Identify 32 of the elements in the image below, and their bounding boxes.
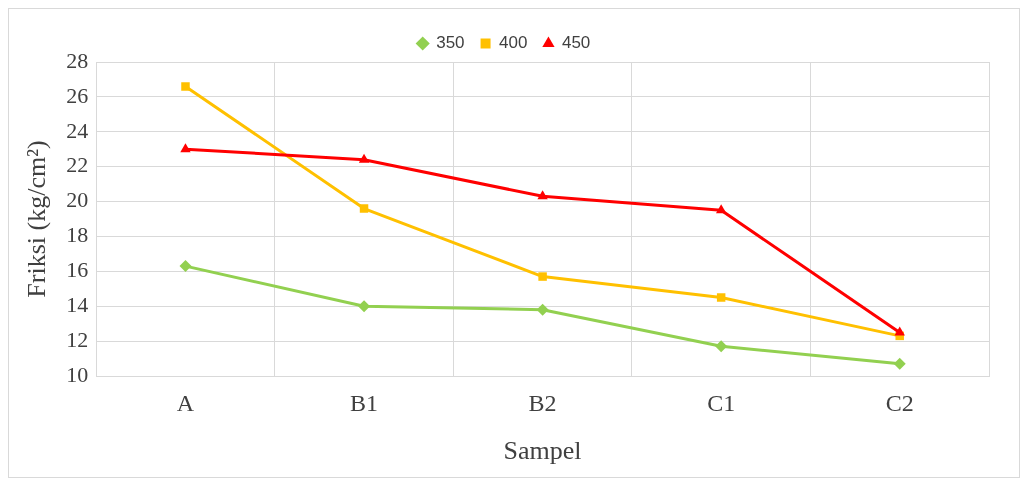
point — [715, 204, 727, 214]
y-tick-label: 28 — [66, 47, 89, 73]
y-tick-label: 14 — [66, 292, 89, 317]
y-tick-label: 20 — [66, 187, 89, 213]
y-tick-label: 22 — [66, 152, 89, 178]
point — [894, 326, 905, 336]
x-tick-label: A — [176, 389, 195, 416]
point — [179, 260, 192, 273]
point — [716, 293, 726, 302]
point — [359, 204, 369, 213]
x-tick-label: C2 — [885, 389, 914, 416]
point — [358, 153, 370, 163]
legend-label: 400 — [499, 33, 528, 53]
point — [538, 272, 547, 281]
x-tick-label: B2 — [528, 389, 557, 416]
y-axis-title: Friksi (kg/cm²) — [22, 140, 52, 298]
legend-label: 350 — [436, 33, 465, 53]
point — [181, 82, 190, 91]
y-tick-label: 10 — [66, 361, 89, 387]
point — [180, 143, 191, 153]
point — [715, 340, 728, 353]
x-tick-label: B1 — [350, 389, 379, 416]
point — [893, 357, 906, 370]
y-tick-label: 26 — [66, 82, 89, 108]
x-axis-title: Sampel — [503, 436, 582, 466]
y-tick-label: 18 — [66, 222, 89, 248]
y-tick-label: 24 — [66, 117, 89, 143]
legend-label: 450 — [561, 33, 591, 53]
point — [537, 190, 548, 200]
y-tick-label: 16 — [66, 257, 89, 283]
y-tick-label: 12 — [66, 326, 89, 352]
x-tick-label: C1 — [707, 389, 736, 416]
